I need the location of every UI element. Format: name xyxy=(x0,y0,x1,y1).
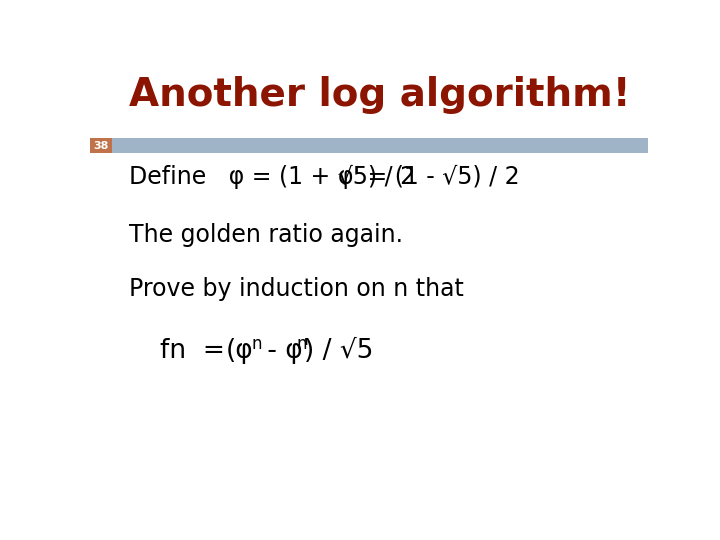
Text: - φ': - φ' xyxy=(259,338,310,364)
Text: 38: 38 xyxy=(93,140,109,151)
Text: fn  =: fn = xyxy=(160,338,225,364)
Text: ) / √5: ) / √5 xyxy=(304,338,373,364)
Bar xyxy=(90,138,648,153)
Text: Define   φ = (1 + √5) / 2: Define φ = (1 + √5) / 2 xyxy=(129,165,415,189)
Text: φ' = (1 - √5) / 2: φ' = (1 - √5) / 2 xyxy=(338,165,520,189)
Text: n: n xyxy=(296,335,307,353)
Text: The golden ratio again.: The golden ratio again. xyxy=(129,222,402,247)
Text: Prove by induction on n that: Prove by induction on n that xyxy=(129,276,464,301)
Text: Another log algorithm!: Another log algorithm! xyxy=(129,76,631,114)
Text: (φ: (φ xyxy=(225,338,253,364)
Bar xyxy=(90,138,112,153)
Text: n: n xyxy=(251,335,261,353)
